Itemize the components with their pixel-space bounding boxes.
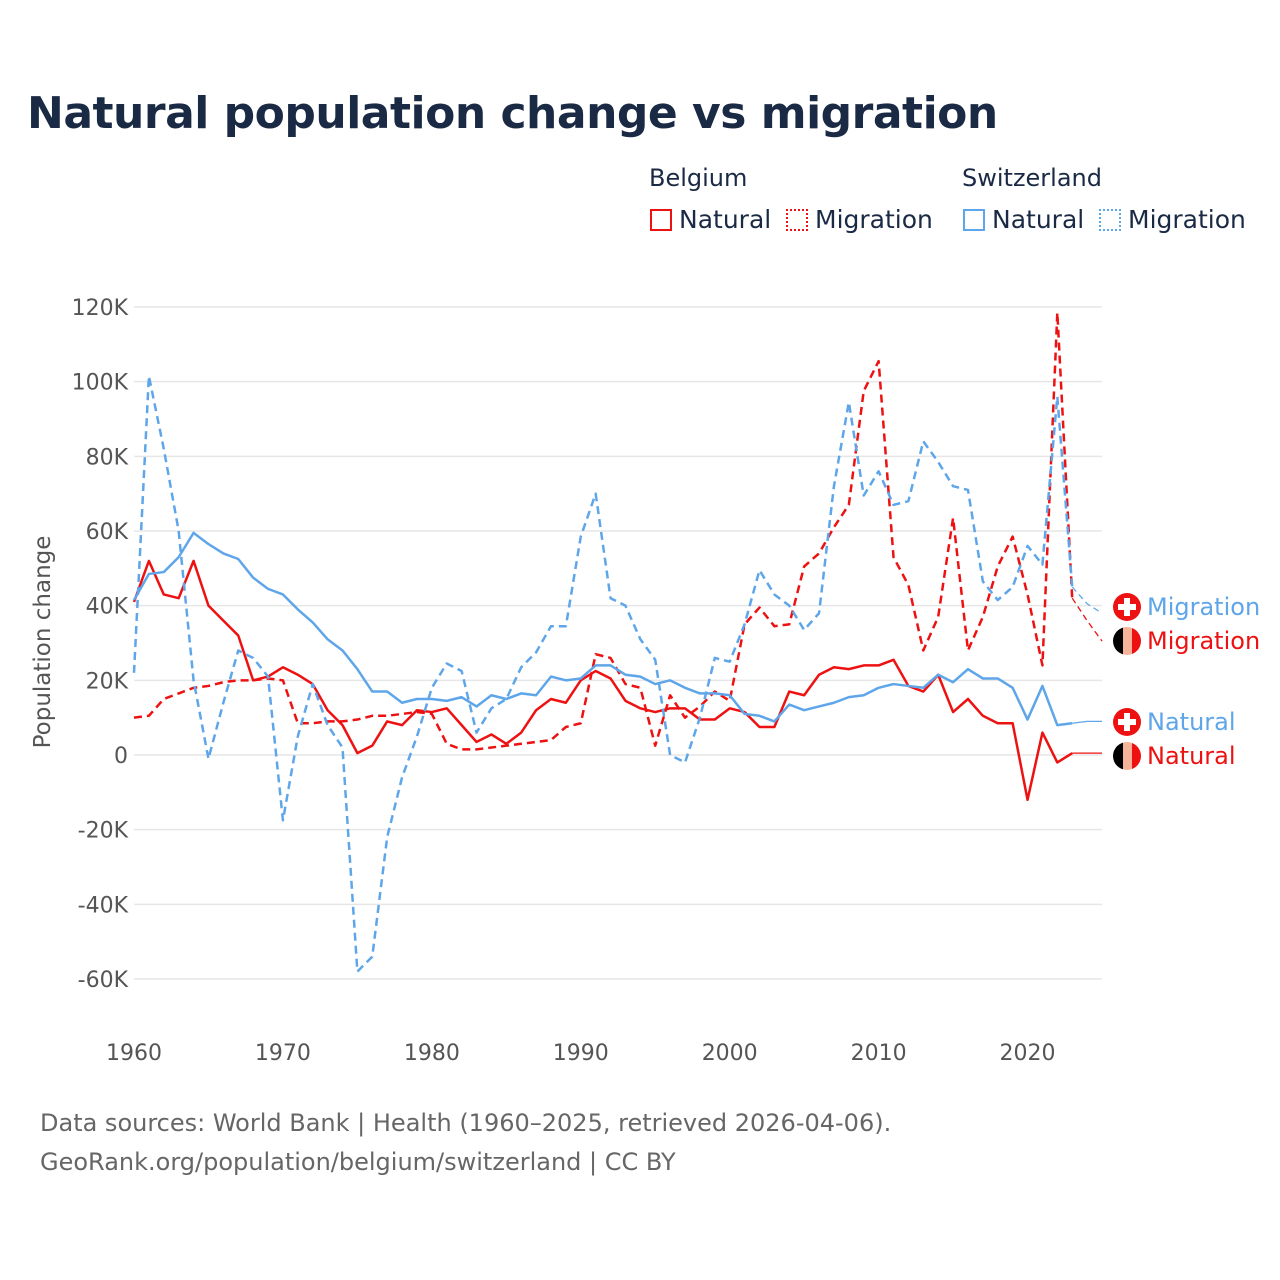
end-marker: Natural <box>1113 742 1236 770</box>
legend-item-belgium-migration[interactable]: Migration <box>786 205 933 234</box>
series-line-belgium-natural <box>132 559 1073 802</box>
y-tick-label: -40K <box>78 893 129 918</box>
legend-group-switzerland: Switzerland <box>962 164 1102 192</box>
legend-item-switzerland-migration[interactable]: Migration <box>1099 205 1246 234</box>
legend-label: Natural <box>992 205 1085 234</box>
x-tick-label: 2010 <box>851 1041 907 1066</box>
y-tick-label: 80K <box>86 445 129 470</box>
series-line-switzerland-natural <box>132 531 1073 727</box>
legend-label: Natural <box>679 205 772 234</box>
y-tick-label: 20K <box>86 669 129 694</box>
end-marker: Migration <box>1113 593 1260 621</box>
end-marker: Natural <box>1113 708 1236 736</box>
flag-stripe <box>1132 742 1141 770</box>
x-tick-label: 1990 <box>553 1041 609 1066</box>
y-tick-label: 0 <box>114 744 128 769</box>
x-tick-label: 1970 <box>255 1041 311 1066</box>
y-tick-label: 120K <box>72 296 129 321</box>
dotted-swatch-icon <box>786 208 808 231</box>
flag-stripe <box>1123 627 1132 655</box>
legend-item-belgium-natural[interactable]: Natural <box>650 205 771 234</box>
belgian-flag-icon <box>1113 742 1141 770</box>
series-line-switzerland-migration <box>132 374 1074 973</box>
footer-sources: Data sources: World Bank | Health (1960–… <box>40 1109 892 1137</box>
x-tick-label: 1980 <box>404 1041 460 1066</box>
legend-label: Migration <box>1128 205 1246 234</box>
y-tick-label: -20K <box>78 819 129 844</box>
y-tick-label: 100K <box>72 371 129 396</box>
end-label: Migration <box>1147 627 1260 655</box>
y-tick-label: -60K <box>78 968 129 993</box>
legend-group-belgium: Belgium <box>649 164 748 192</box>
x-tick-label: 2020 <box>1000 1041 1056 1066</box>
end-label: Migration <box>1147 593 1260 621</box>
legend-label: Migration <box>815 205 933 234</box>
plot-area: 120K 100K 80K 60K 40K 20K 0 -20K -40K -60K 1960 19… <box>30 296 1260 1066</box>
chart-title: Natural population change vs migration <box>27 88 998 139</box>
flag-cross <box>1118 604 1136 610</box>
flag-stripe <box>1123 742 1132 770</box>
flag-stripe <box>1132 627 1141 655</box>
end-marker: Migration <box>1113 627 1260 655</box>
end-label: Natural <box>1147 708 1236 736</box>
series-tail-switzerland-natural <box>1072 720 1102 724</box>
y-axis-label: Population change <box>30 536 56 749</box>
flag-cross <box>1118 719 1136 725</box>
series-line-belgium-migration <box>133 311 1074 751</box>
footer-link[interactable]: GeoRank.org/population/belgium/switzerla… <box>40 1148 676 1176</box>
flag-stripe <box>1113 627 1123 655</box>
solid-swatch-icon <box>650 208 672 231</box>
dotted-swatch-icon <box>1099 208 1121 231</box>
y-tick-label: 40K <box>86 595 129 620</box>
series-tail-switzerland-migration <box>1071 586 1103 614</box>
series-tail-belgium-migration <box>1071 597 1103 642</box>
solid-swatch-icon <box>963 208 985 231</box>
end-label: Natural <box>1147 742 1236 770</box>
x-tick-label: 1960 <box>106 1041 162 1066</box>
x-tick-label: 2000 <box>702 1041 758 1066</box>
y-tick-label: 60K <box>86 520 129 545</box>
flag-stripe <box>1113 742 1123 770</box>
belgian-flag-icon <box>1113 627 1141 655</box>
legend-item-switzerland-natural[interactable]: Natural <box>963 205 1084 234</box>
